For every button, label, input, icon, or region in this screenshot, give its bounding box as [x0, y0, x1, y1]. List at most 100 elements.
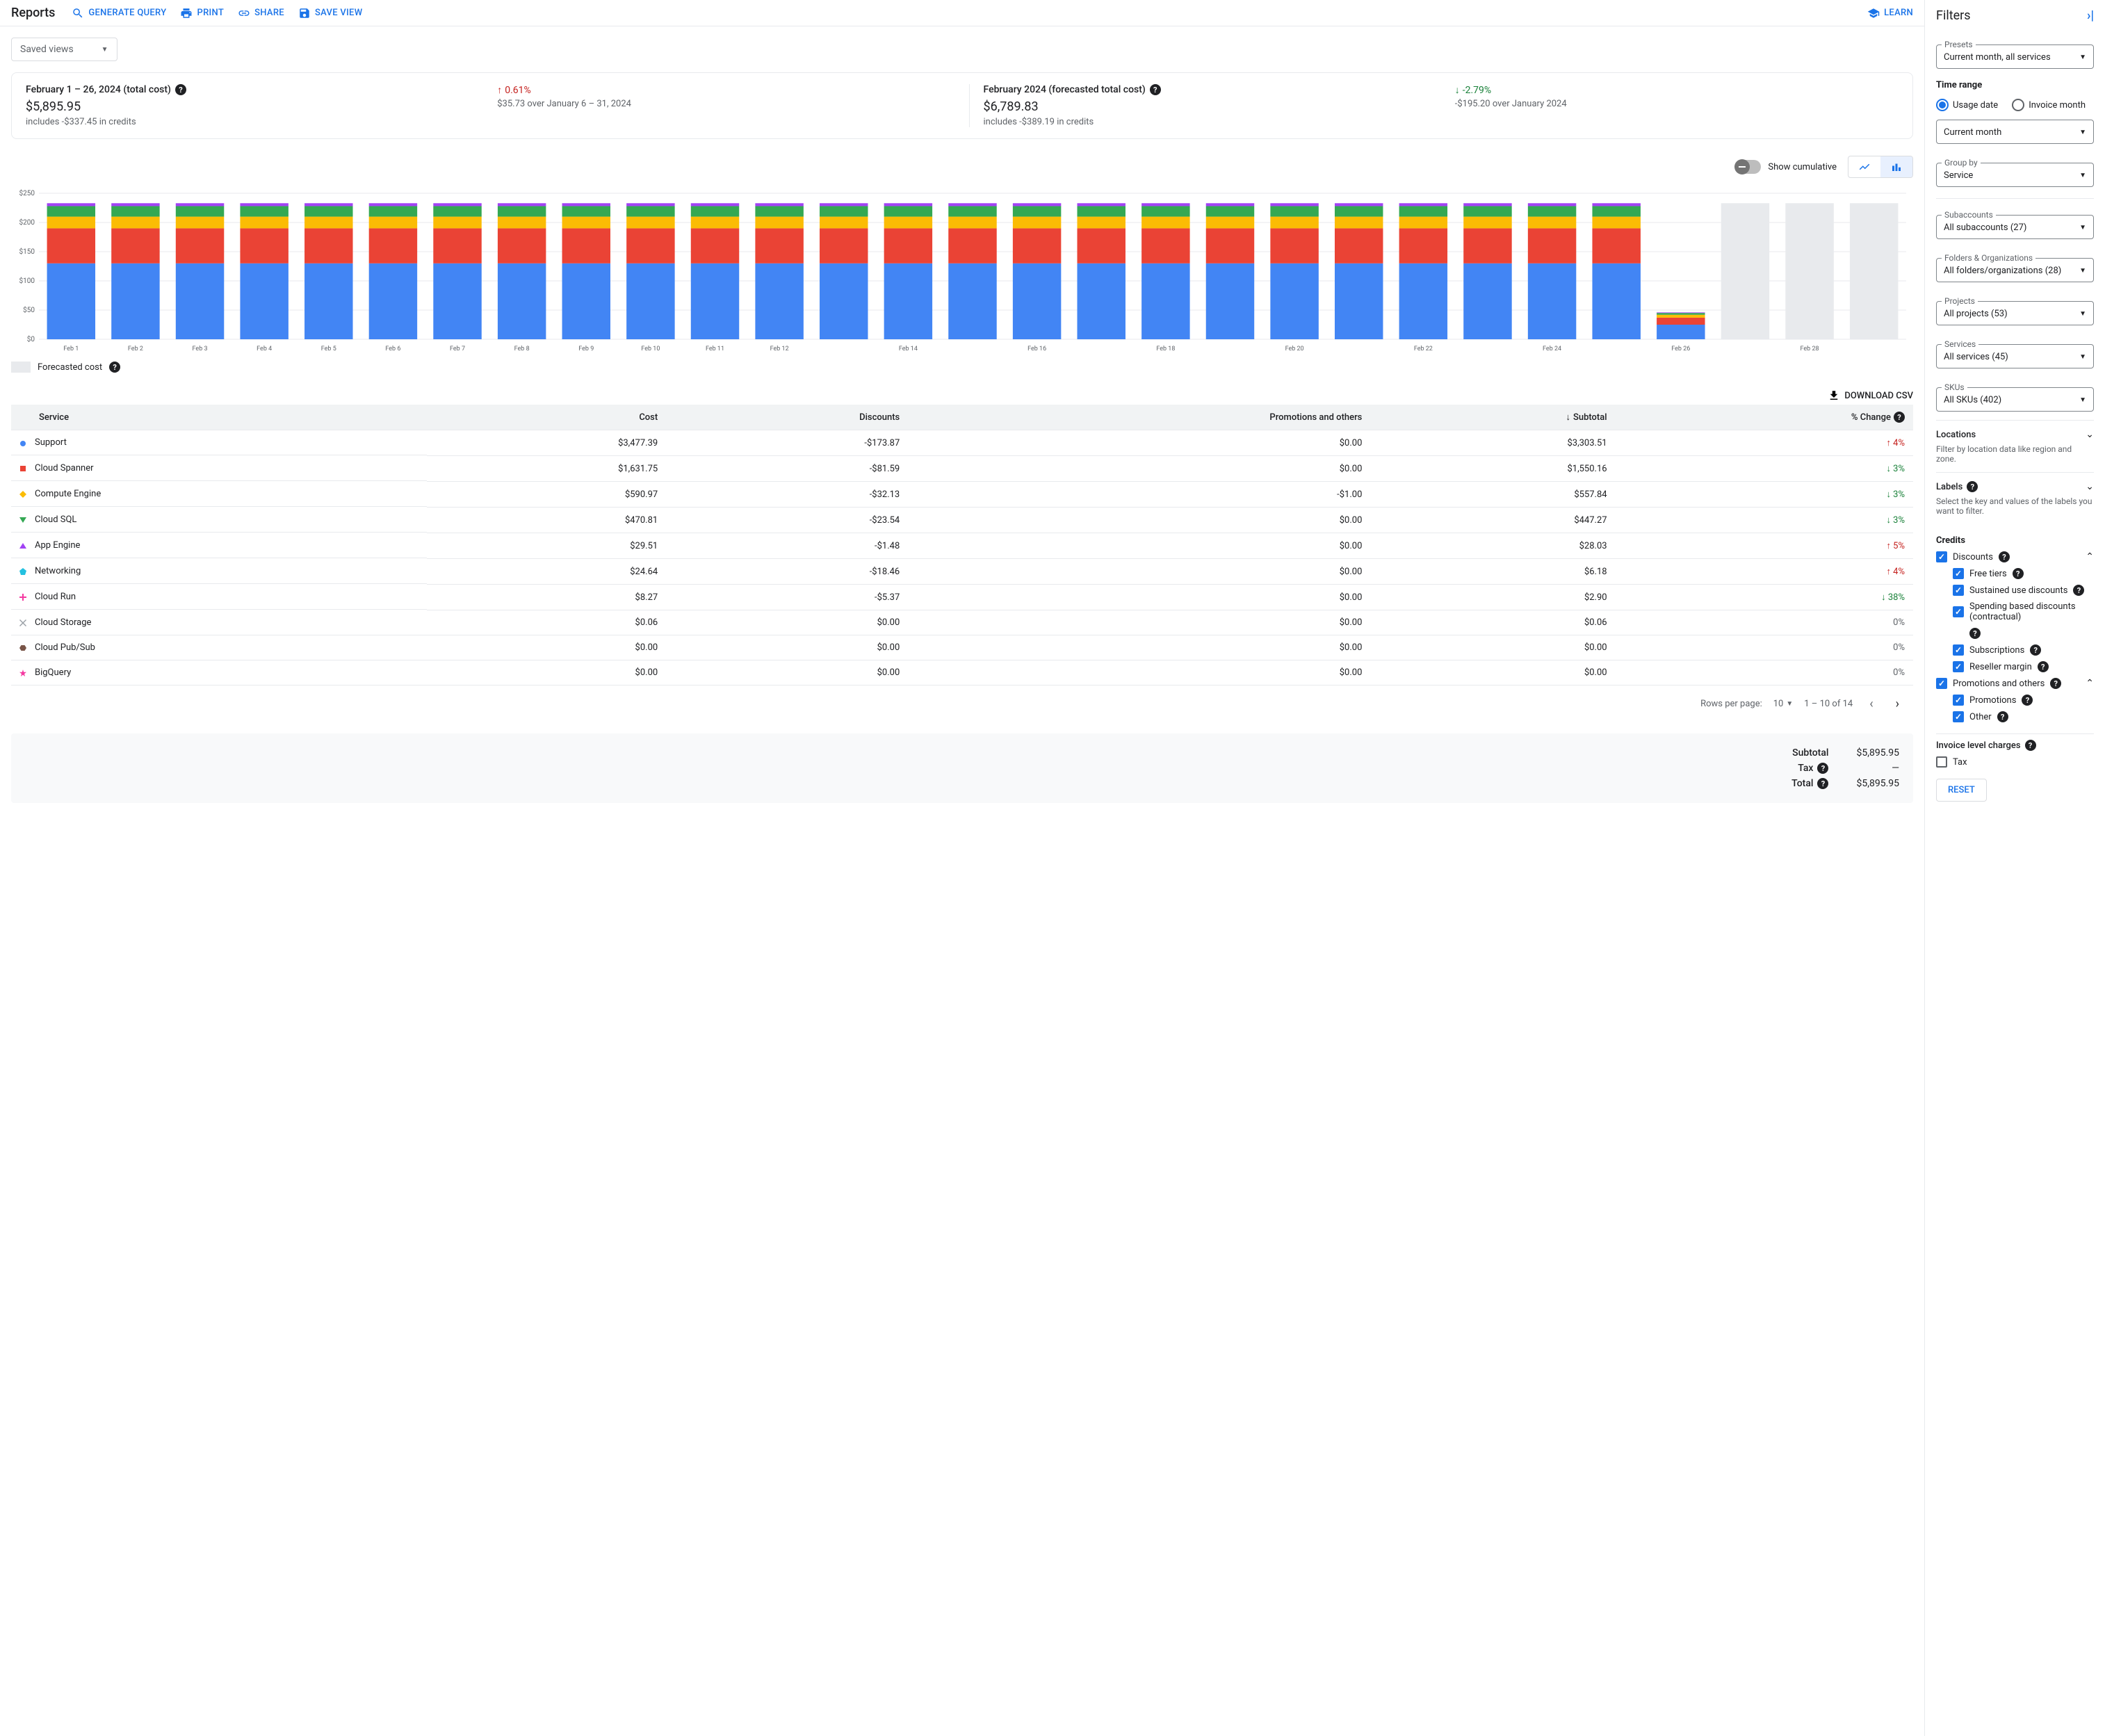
- table-header[interactable]: % Change ?: [1616, 405, 1913, 430]
- table-row[interactable]: Compute Engine $590.97 -$32.13 -$1.00 $5…: [11, 482, 1913, 508]
- table-row[interactable]: Cloud Pub/Sub $0.00 $0.00 $0.00 $0.00 0%: [11, 635, 1913, 660]
- discounts-checkbox[interactable]: Discounts ? ⌃: [1936, 551, 2094, 562]
- prev-page-button[interactable]: ‹: [1864, 694, 1878, 714]
- query-icon: [72, 7, 84, 19]
- actual-amount: $5,895.95: [26, 99, 469, 114]
- table-header[interactable]: Service: [11, 405, 427, 430]
- reseller-checkbox[interactable]: Reseller margin ?: [1953, 661, 2094, 672]
- cumulative-toggle[interactable]: [1736, 160, 1761, 174]
- saved-views-dropdown[interactable]: Saved views: [11, 38, 117, 61]
- subscriptions-checkbox[interactable]: Subscriptions ?: [1953, 644, 2094, 656]
- learn-button[interactable]: LEARN: [1867, 7, 1913, 19]
- table-row[interactable]: Cloud Storage $0.06 $0.00 $0.00 $0.06 0%: [11, 610, 1913, 635]
- series-marker-icon: [19, 644, 26, 651]
- reset-button[interactable]: RESET: [1936, 779, 1987, 802]
- bar-chart-icon: [1890, 161, 1903, 173]
- service-name: Cloud Spanner: [35, 463, 94, 473]
- time-range-select[interactable]: Current month: [1936, 120, 2094, 144]
- help-icon[interactable]: ?: [2013, 568, 2024, 579]
- svg-text:$200: $200: [19, 218, 35, 227]
- page-title: Reports: [11, 6, 55, 20]
- invoice-month-radio[interactable]: Invoice month: [2012, 99, 2086, 111]
- table-row[interactable]: Cloud Run $8.27 -$5.37 $0.00 $2.90 ↓ 38%: [11, 585, 1913, 610]
- share-button[interactable]: SHARE: [238, 7, 284, 19]
- service-name: Support: [35, 437, 67, 448]
- other-checkbox[interactable]: Other ?: [1953, 711, 2094, 722]
- filters-title: Filters: [1936, 8, 1971, 23]
- svg-text:Feb 4: Feb 4: [257, 346, 272, 352]
- chevron-down-icon: ⌄: [2086, 429, 2094, 440]
- cost-chart: $0$50$100$150$200$250Feb 1Feb 2Feb 3Feb …: [11, 186, 1913, 356]
- actual-title: February 1 – 26, 2024 (total cost): [26, 84, 171, 95]
- usage-date-radio[interactable]: Usage date: [1936, 99, 1998, 111]
- help-icon[interactable]: ?: [2073, 585, 2084, 596]
- help-icon[interactable]: ?: [109, 362, 120, 373]
- service-name: Cloud Storage: [35, 617, 91, 628]
- labels-section[interactable]: Labels ? ⌄: [1936, 481, 2094, 492]
- svg-text:$250: $250: [19, 188, 35, 197]
- bar-chart-button[interactable]: [1880, 156, 1912, 177]
- help-icon[interactable]: ?: [2022, 695, 2033, 706]
- help-icon[interactable]: ?: [2030, 644, 2041, 656]
- help-icon[interactable]: ?: [2038, 661, 2049, 672]
- series-marker-icon: [19, 593, 26, 600]
- help-icon[interactable]: ?: [1817, 778, 1828, 789]
- svg-text:Feb 26: Feb 26: [1671, 346, 1690, 352]
- spending-checkbox[interactable]: Spending based discounts (contractual): [1953, 601, 2094, 622]
- table-row[interactable]: Cloud SQL $470.81 -$23.54 $0.00 $447.27 …: [11, 508, 1913, 533]
- page-header: Reports GENERATE QUERY PRINT SHARE SAVE …: [0, 0, 1924, 26]
- print-icon: [180, 7, 193, 19]
- table-row[interactable]: Support $3,477.39 -$173.87 $0.00 $3,303.…: [11, 430, 1913, 456]
- table-row[interactable]: Cloud Spanner $1,631.75 -$81.59 $0.00 $1…: [11, 456, 1913, 482]
- svg-text:$150: $150: [19, 247, 35, 256]
- save-view-button[interactable]: SAVE VIEW: [298, 7, 363, 19]
- help-icon[interactable]: ?: [175, 84, 186, 95]
- free-tiers-checkbox[interactable]: Free tiers ?: [1953, 568, 2094, 579]
- help-icon[interactable]: ?: [2050, 678, 2061, 689]
- pagination: Rows per page: 10▼ 1 – 10 of 14 ‹ ›: [11, 686, 1913, 722]
- totals-card: Subtotal $5,895.95 Tax? — Total? $5,895.…: [11, 733, 1913, 803]
- help-icon[interactable]: ?: [2025, 740, 2036, 751]
- table-row[interactable]: Networking $24.64 -$18.46 $0.00 $6.18 ↑ …: [11, 559, 1913, 585]
- print-button[interactable]: PRINT: [180, 7, 224, 19]
- help-icon[interactable]: ?: [1967, 481, 1978, 492]
- forecast-legend-swatch: [11, 362, 31, 373]
- help-icon[interactable]: ?: [1997, 711, 2008, 722]
- series-marker-icon: [19, 490, 26, 497]
- svg-text:$0: $0: [27, 334, 35, 343]
- svg-text:$100: $100: [19, 276, 35, 285]
- collapse-sidebar-icon[interactable]: ›|: [2087, 8, 2094, 23]
- sustained-checkbox[interactable]: Sustained use discounts ?: [1953, 585, 2094, 596]
- learn-icon: [1867, 7, 1880, 19]
- generate-query-button[interactable]: GENERATE QUERY: [72, 7, 166, 19]
- rows-per-page-select[interactable]: 10▼: [1773, 699, 1794, 709]
- svg-text:Feb 16: Feb 16: [1027, 346, 1046, 352]
- help-icon[interactable]: ?: [1150, 84, 1161, 95]
- table-row[interactable]: App Engine $29.51 -$1.48 $0.00 $28.03 ↑ …: [11, 533, 1913, 559]
- service-name: Cloud Pub/Sub: [35, 642, 95, 653]
- promotions-others-checkbox[interactable]: Promotions and others ? ⌃: [1936, 678, 2094, 689]
- locations-section[interactable]: Locations ⌄: [1936, 429, 2094, 440]
- help-icon[interactable]: ?: [1999, 551, 2010, 562]
- table-header[interactable]: Cost: [427, 405, 666, 430]
- svg-text:Feb 28: Feb 28: [1801, 346, 1819, 352]
- filters-sidebar: Filters ›| Presets Current month, all se…: [1924, 0, 2105, 1736]
- tax-checkbox[interactable]: Tax: [1936, 756, 2094, 768]
- forecast-legend-label: Forecasted cost: [38, 362, 102, 373]
- chart-type-toggle: [1848, 156, 1913, 178]
- svg-text:Feb 6: Feb 6: [385, 346, 400, 352]
- table-header[interactable]: ↓ Subtotal: [1370, 405, 1615, 430]
- table-header[interactable]: Promotions and others: [908, 405, 1370, 430]
- series-marker-icon: [19, 619, 26, 626]
- next-page-button[interactable]: ›: [1890, 694, 1905, 714]
- promotions-checkbox[interactable]: Promotions ?: [1953, 695, 2094, 706]
- download-csv-button[interactable]: DOWNLOAD CSV: [1828, 389, 1913, 402]
- table-row[interactable]: BigQuery $0.00 $0.00 $0.00 $0.00 0%: [11, 660, 1913, 686]
- help-icon[interactable]: ?: [1969, 628, 1981, 639]
- service-name: Cloud Run: [35, 592, 76, 602]
- line-chart-button[interactable]: [1848, 156, 1880, 177]
- actual-credits: includes -$337.45 in credits: [26, 117, 469, 127]
- table-header[interactable]: Discounts: [666, 405, 908, 430]
- series-marker-icon: [19, 439, 26, 446]
- help-icon[interactable]: ?: [1817, 763, 1828, 774]
